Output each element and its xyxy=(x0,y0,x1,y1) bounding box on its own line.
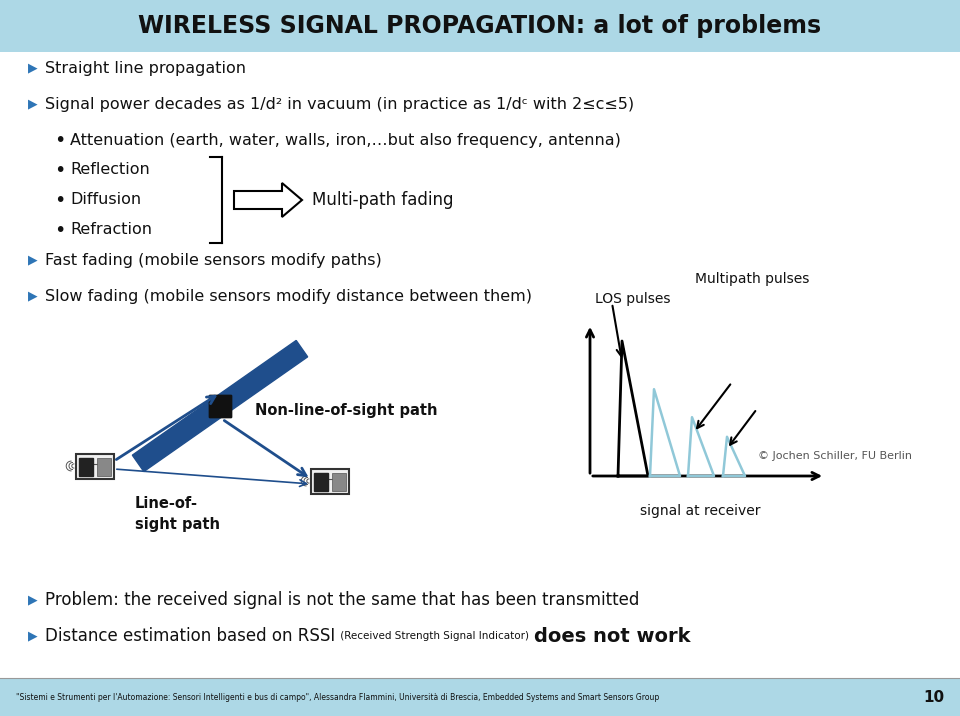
Text: Multipath pulses: Multipath pulses xyxy=(695,272,809,286)
Text: Diffusion: Diffusion xyxy=(70,193,141,208)
Text: Fast fading (mobile sensors modify paths): Fast fading (mobile sensors modify paths… xyxy=(45,253,382,268)
Text: Reflection: Reflection xyxy=(70,163,150,178)
Text: ▶: ▶ xyxy=(28,629,37,642)
Text: WIRELESS SIGNAL PROPAGATION: a lot of problems: WIRELESS SIGNAL PROPAGATION: a lot of pr… xyxy=(138,14,822,38)
Text: Straight line propagation: Straight line propagation xyxy=(45,60,246,75)
Text: Line-of-
sight path: Line-of- sight path xyxy=(135,496,220,532)
Text: •: • xyxy=(54,190,65,210)
Text: •: • xyxy=(54,221,65,239)
Text: © Jochen Schiller, FU Berlin: © Jochen Schiller, FU Berlin xyxy=(758,451,912,461)
Bar xyxy=(0,678,960,716)
Polygon shape xyxy=(132,340,307,472)
Text: ▶: ▶ xyxy=(28,289,37,302)
Bar xyxy=(209,395,231,417)
Text: •: • xyxy=(54,130,65,150)
Text: Signal power decades as 1/d² in vacuum (in practice as 1/dᶜ with 2≤c≤5): Signal power decades as 1/d² in vacuum (… xyxy=(45,97,635,112)
Polygon shape xyxy=(234,183,302,217)
Text: 10: 10 xyxy=(923,690,944,705)
Text: does not work: does not work xyxy=(534,626,690,646)
Bar xyxy=(332,473,346,490)
Text: Multi-path fading: Multi-path fading xyxy=(312,191,453,209)
Text: Slow fading (mobile sensors modify distance between them): Slow fading (mobile sensors modify dista… xyxy=(45,289,532,304)
Bar xyxy=(209,395,231,417)
Bar xyxy=(314,473,328,490)
Bar xyxy=(0,0,960,52)
Text: Attenuation (earth, water, walls, iron,…but also frequency, antenna): Attenuation (earth, water, walls, iron,…… xyxy=(70,132,621,147)
Text: •: • xyxy=(54,160,65,180)
Text: "Sistemi e Strumenti per l'Automazione: Sensori Intelligenti e bus di campo", Al: "Sistemi e Strumenti per l'Automazione: … xyxy=(16,692,660,702)
Text: (Received Strength Signal Indicator): (Received Strength Signal Indicator) xyxy=(337,631,533,641)
Text: LOS pulses: LOS pulses xyxy=(595,292,670,306)
Bar xyxy=(311,468,349,493)
Text: Distance estimation based on RSSI: Distance estimation based on RSSI xyxy=(45,627,335,645)
Text: ▶: ▶ xyxy=(28,594,37,606)
Bar xyxy=(76,453,114,478)
Text: ▶: ▶ xyxy=(28,97,37,110)
Text: Non-line-of-sight path: Non-line-of-sight path xyxy=(255,404,438,418)
Text: Problem: the received signal is not the same that has been transmitted: Problem: the received signal is not the … xyxy=(45,591,639,609)
Bar xyxy=(97,458,111,475)
Text: ▶: ▶ xyxy=(28,62,37,74)
Bar xyxy=(79,458,93,475)
Text: signal at receiver: signal at receiver xyxy=(639,504,760,518)
Text: ▶: ▶ xyxy=(28,253,37,266)
Text: Refraction: Refraction xyxy=(70,223,152,238)
